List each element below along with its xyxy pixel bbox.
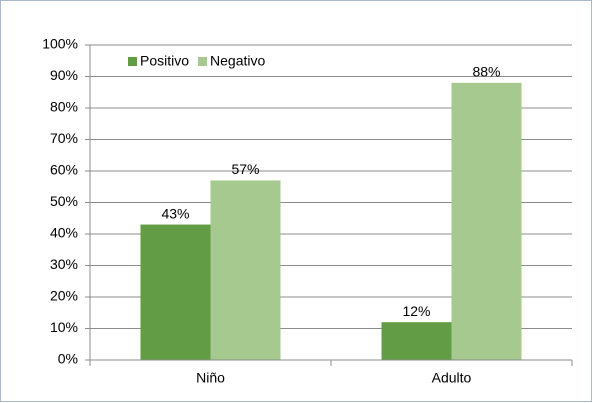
y-tick-label: 30% xyxy=(50,256,78,272)
y-tick-label: 70% xyxy=(50,130,78,146)
bar xyxy=(381,322,452,360)
x-tick-label: Adulto xyxy=(432,370,472,386)
y-tick-label: 90% xyxy=(50,67,78,83)
value-label: 88% xyxy=(472,64,500,80)
legend-swatch xyxy=(198,57,208,66)
value-label: 12% xyxy=(402,303,430,319)
value-label: 43% xyxy=(161,205,189,221)
legend-swatch xyxy=(128,57,137,66)
bar xyxy=(140,224,211,360)
y-tick-label: 10% xyxy=(50,319,78,335)
y-tick-label: 40% xyxy=(50,225,78,241)
bar xyxy=(451,82,522,361)
y-tick-label: 20% xyxy=(50,288,78,304)
legend-label: Negativo xyxy=(210,53,265,69)
y-tick-label: 50% xyxy=(50,193,78,209)
value-label: 57% xyxy=(231,161,259,177)
y-tick-label: 0% xyxy=(58,351,78,367)
y-tick-label: 80% xyxy=(50,99,78,115)
legend-label: Positivo xyxy=(140,53,189,69)
bar xyxy=(210,180,281,360)
y-tick-label: 100% xyxy=(42,36,78,52)
y-tick-label: 60% xyxy=(50,162,78,178)
x-tick-label: Niño xyxy=(196,370,225,386)
